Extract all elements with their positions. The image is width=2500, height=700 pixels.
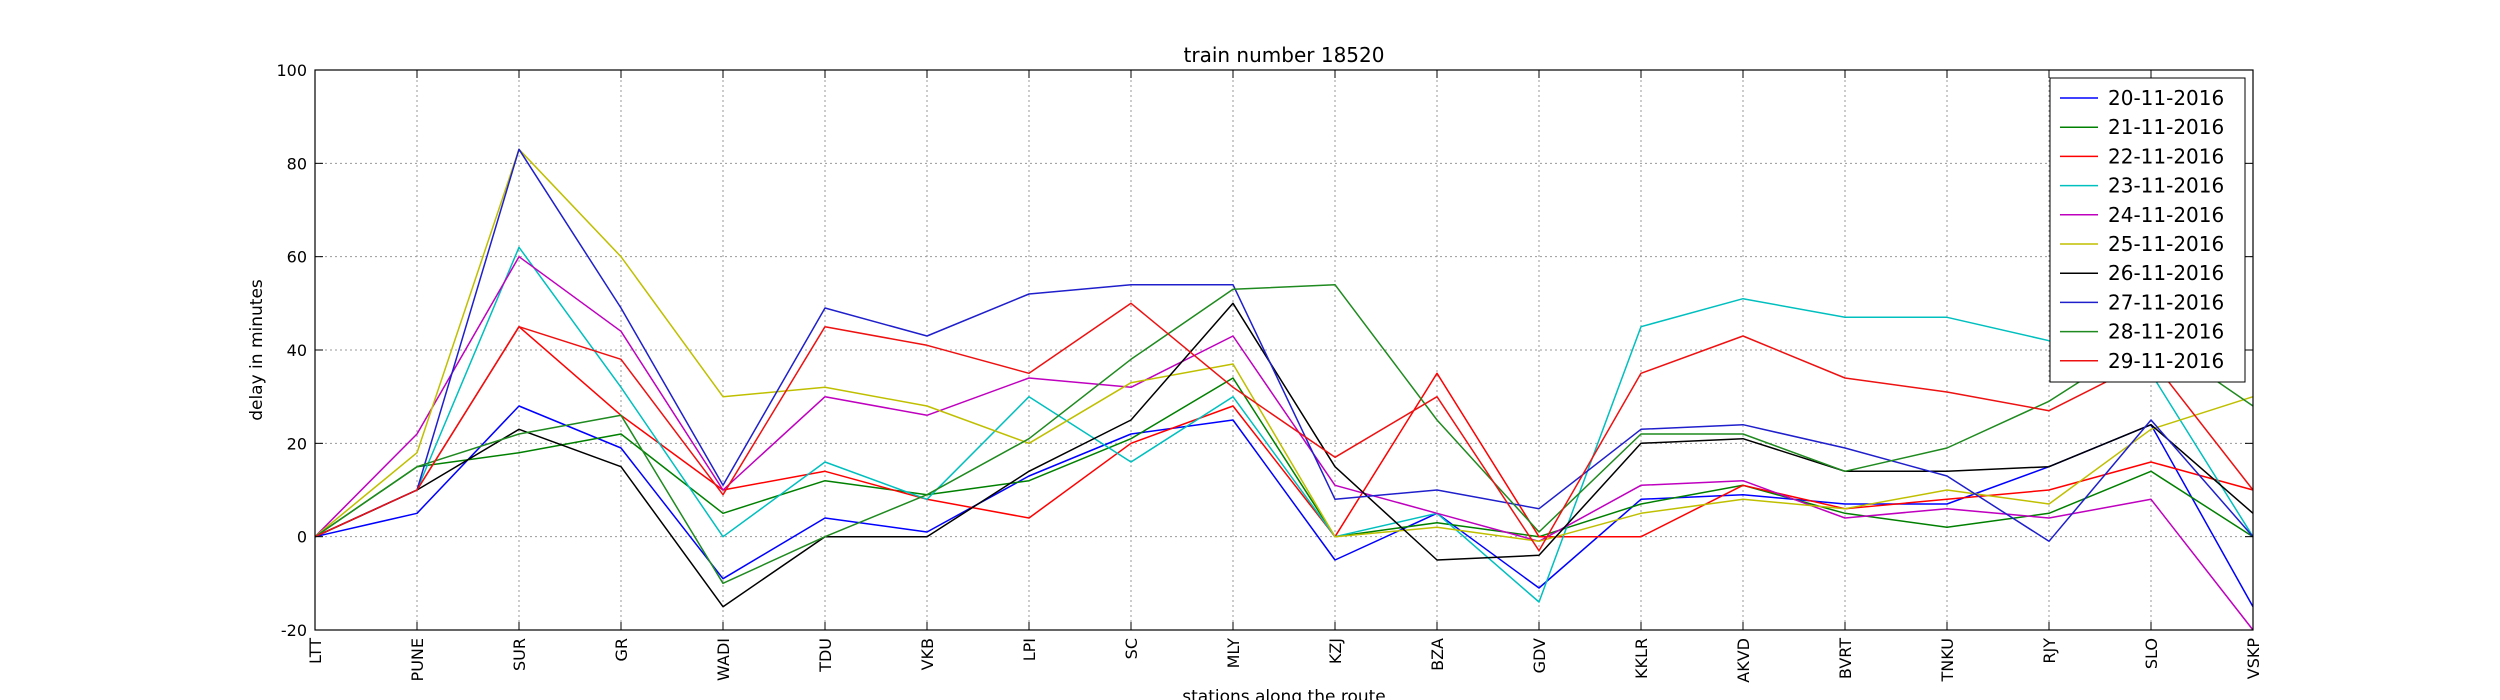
series-line-25-11-2016	[314, 148, 2254, 543]
series-line-23-11-2016	[314, 246, 2254, 603]
series-line-21-11-2016	[314, 377, 2254, 538]
x-axis-title: stations along the route	[1182, 687, 1386, 700]
x-tick-label: TDU	[816, 638, 835, 673]
x-tick-label: LPI	[1020, 638, 1039, 661]
legend-label: 24-11-2016	[2108, 203, 2224, 227]
series-line-20-11-2016	[314, 405, 2254, 608]
y-axis-title: delay in minutes	[247, 279, 267, 421]
legend-label: 22-11-2016	[2108, 144, 2224, 168]
y-tick-label: 60	[287, 248, 307, 267]
legend: 20-11-2016 21-11-2016 22-11-2016 23-11-2016…	[2049, 77, 2246, 383]
series-line-22-11-2016	[314, 325, 2254, 538]
legend-label: 26-11-2016	[2108, 261, 2224, 285]
x-tick-label: GR	[612, 638, 631, 662]
legend-label: 20-11-2016	[2108, 86, 2224, 110]
y-tick-label: -20	[281, 621, 307, 640]
legend-label: 27-11-2016	[2108, 290, 2224, 314]
y-tick-label: 100	[276, 61, 307, 80]
x-tick-label: KZJ	[1326, 638, 1345, 664]
legend-label: 21-11-2016	[2108, 115, 2224, 139]
series-line-28-11-2016	[314, 283, 2254, 585]
x-tick-label: TNKU	[1938, 638, 1957, 683]
x-tick-label: WADI	[714, 638, 733, 681]
x-tick-label: BVRT	[1836, 638, 1855, 679]
x-tick-label: SC	[1122, 638, 1141, 659]
chart-title: train number 18520	[1184, 43, 1385, 67]
x-tick-label: RJY	[2040, 638, 2059, 664]
x-tick-label: VKB	[918, 638, 937, 670]
x-tick-label: SUR	[510, 638, 529, 671]
series-lines	[314, 148, 2254, 631]
y-tick-label: 40	[287, 341, 307, 360]
x-tick-label: LTT	[306, 638, 325, 664]
x-tick-label: PUNE	[408, 638, 427, 681]
y-tick-label: 20	[287, 434, 307, 453]
y-tick-label: 80	[287, 154, 307, 173]
x-tick-label: MLY	[1224, 638, 1243, 669]
legend-label: 23-11-2016	[2108, 174, 2224, 198]
x-tick-label: VSKP	[2244, 638, 2263, 680]
legend-label: 28-11-2016	[2108, 320, 2224, 344]
legend-label: 29-11-2016	[2108, 349, 2224, 373]
series-line-24-11-2016	[314, 255, 2254, 631]
y-tick-label: 0	[297, 528, 307, 547]
x-tick-label: KKLR	[1632, 638, 1651, 679]
x-tick-label: GDV	[1530, 638, 1549, 673]
x-tick-label: SLO	[2142, 638, 2161, 669]
legend-label: 25-11-2016	[2108, 232, 2224, 256]
x-tick-label: AKVD	[1734, 638, 1753, 683]
axis-ticks: -20 0 20 40 60 80 100 LTT PUNE SUR GR WADI TDU VKB LPI…	[276, 61, 2263, 683]
series-line-29-11-2016	[314, 302, 2254, 552]
series-line-27-11-2016	[314, 148, 2254, 543]
x-tick-label: BZA	[1428, 638, 1447, 671]
